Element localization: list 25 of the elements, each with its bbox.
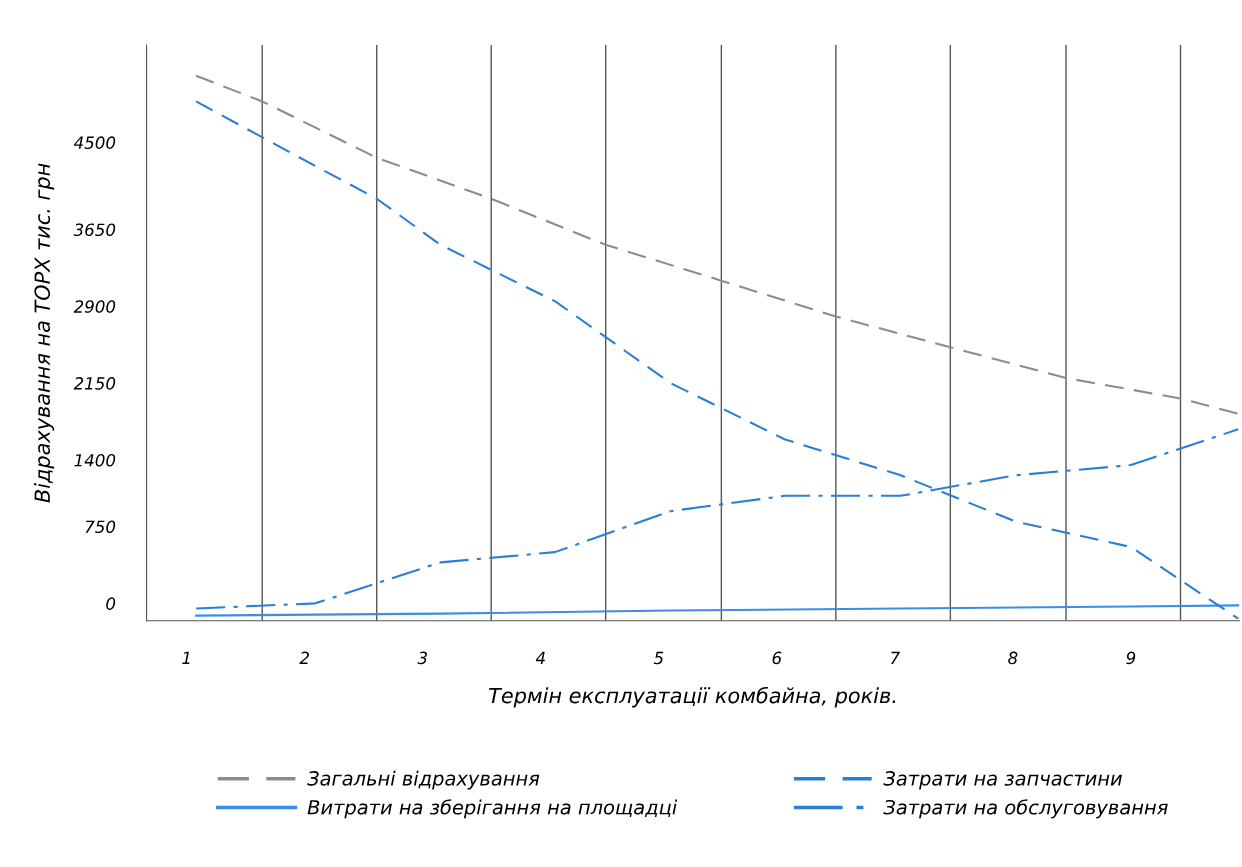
y-tick-label: 1400: [74, 453, 116, 467]
x-tick-label: 5: [653, 651, 664, 665]
x-tick-label: 4: [535, 651, 545, 664]
x-tick-label: 9: [1126, 651, 1136, 665]
y-tick-label: 2900: [73, 300, 116, 313]
x-tick-label: 3: [417, 651, 427, 665]
y-tick-label: 3650: [73, 223, 116, 237]
x-tick-label: 8: [1008, 651, 1018, 665]
y-tick-label: 0: [106, 597, 116, 610]
y-tick-label: 2150: [73, 377, 116, 390]
legend-label: Затрати на обслуговування: [883, 799, 1168, 819]
line-series: [195, 604, 1240, 617]
y-axis-title: Відрахування на ТОРХ тис. грн: [33, 163, 55, 503]
legend-label: Загальні відрахування: [307, 770, 540, 790]
legend-label: Затрати на запчастини: [883, 771, 1122, 790]
x-tick-label: 1: [182, 651, 190, 664]
x-axis-title: Термін експлуатації комбайна, років.: [489, 686, 896, 708]
line-series: [195, 100, 1240, 620]
line-series: [195, 74, 1240, 415]
y-tick-label: 750: [85, 520, 116, 534]
legend-label: Витрати на зберігання на площадці: [307, 799, 678, 819]
x-tick-label: 6: [772, 651, 782, 665]
x-tick-label: 7: [891, 651, 901, 664]
x-tick-label: 2: [299, 651, 309, 664]
y-tick-label: 4500: [73, 136, 116, 149]
